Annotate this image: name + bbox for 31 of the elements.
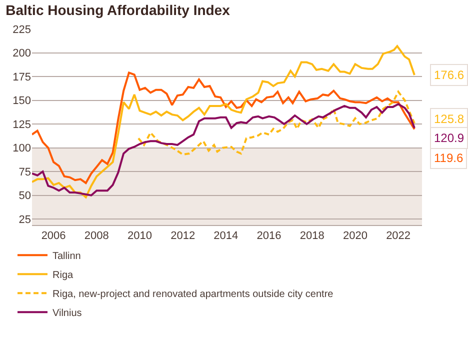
x-tick-label: 2008 <box>84 230 109 242</box>
legend-label: Vilnius <box>52 308 82 320</box>
y-tick-label: 200 <box>12 48 31 60</box>
line-series <box>32 103 416 196</box>
chart-title: Baltic Housing Affordability Index <box>6 2 230 18</box>
line-series <box>137 90 416 156</box>
y-tick-label: 150 <box>12 95 31 108</box>
y-tick-label: 125 <box>12 118 31 131</box>
x-tick-label: 2016 <box>256 230 282 242</box>
x-tick-label: 2020 <box>342 230 368 242</box>
x-tick-label: 2010 <box>127 230 152 242</box>
data-label: 120.9 <box>434 131 464 145</box>
x-tick-label: 2006 <box>41 230 66 242</box>
x-tick-label: 2018 <box>300 230 324 242</box>
data-label: 119.6 <box>434 151 464 165</box>
y-tick-label: 50 <box>18 190 31 202</box>
legend-label: Riga <box>52 270 74 282</box>
data-label: 125.8 <box>434 112 464 126</box>
line-series <box>32 72 416 184</box>
line-series <box>32 45 416 198</box>
y-tick-label: 175 <box>12 71 31 84</box>
data-label: 176.6 <box>434 68 464 82</box>
y-tick-label: 225 <box>12 24 31 36</box>
x-tick-label: 2014 <box>214 230 238 242</box>
x-tick-label: 2012 <box>170 230 196 242</box>
legend-label: Riga, new-project and renovated apartments outside city centre <box>52 289 334 300</box>
legend-label: Tallinn <box>52 251 81 262</box>
y-tick-label: 100 <box>12 142 31 155</box>
y-tick-label: 75 <box>18 166 31 178</box>
y-tick-label: 25 <box>18 214 31 226</box>
x-tick-label: 2022 <box>386 230 411 242</box>
